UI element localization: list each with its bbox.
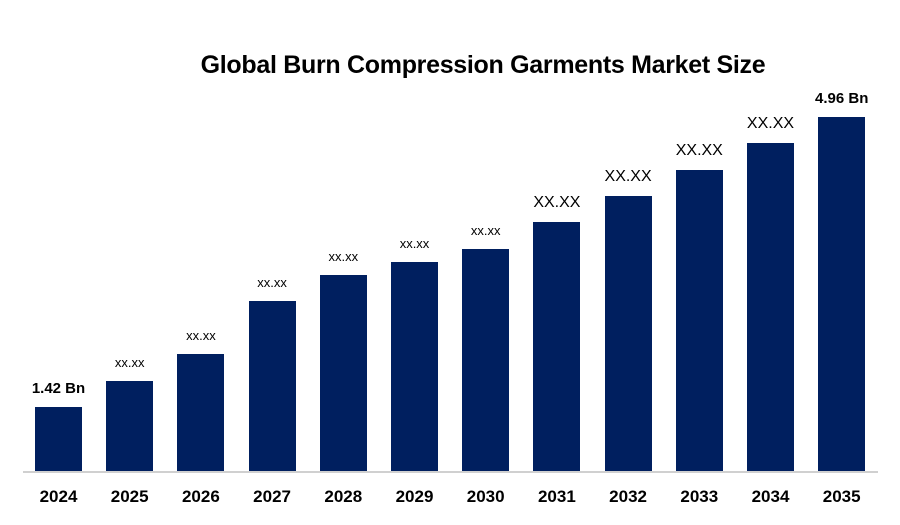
value-label-2026: xx.xx	[186, 328, 216, 343]
value-label-2033: XX.XX	[675, 142, 723, 159]
x-tick-2028: 2028	[324, 487, 363, 506]
value-label-2027: xx.xx	[257, 275, 287, 290]
x-tick-2025: 2025	[110, 487, 149, 506]
x-tick-2027: 2027	[253, 487, 291, 506]
bar-2033	[675, 170, 723, 471]
x-tick-2032: 2032	[609, 487, 647, 506]
bar-2026	[177, 354, 225, 471]
x-tick-2026: 2026	[181, 487, 220, 506]
x-tick-2024: 2024	[39, 487, 78, 506]
x-axis-line	[23, 471, 878, 473]
value-label-2024: 1.42 Bn	[31, 380, 86, 397]
x-tick-2029: 2029	[395, 487, 434, 506]
chart-title: Global Burn Compression Garments Market …	[200, 51, 766, 79]
bar-2025	[106, 381, 154, 471]
bar-2024	[35, 407, 82, 471]
x-tick-2034: 2034	[751, 487, 790, 506]
value-label-2028: xx.xx	[328, 249, 359, 264]
value-label-2032: XX.XX	[604, 168, 652, 185]
value-label-2031: XX.XX	[533, 194, 581, 211]
bar-2028	[319, 275, 367, 471]
bar-2031	[533, 222, 581, 471]
x-tick-2033: 2033	[680, 487, 719, 506]
bar-2027	[248, 301, 296, 471]
bar-2030	[462, 249, 510, 471]
x-tick-2031: 2031	[537, 487, 576, 506]
bar-2032	[604, 196, 652, 471]
value-label-2035: 4.96 Bn	[815, 90, 869, 107]
bar-2034	[747, 143, 794, 471]
x-tick-2030: 2030	[466, 487, 505, 506]
value-label-2025: xx.xx	[114, 355, 145, 370]
value-label-2034: XX.XX	[746, 115, 795, 132]
value-label-2030: xx.xx	[470, 223, 501, 238]
x-tick-2035: 2035	[822, 487, 861, 506]
bar-2029	[391, 262, 438, 471]
value-label-2029: xx.xx	[399, 236, 430, 251]
bar-2035	[818, 117, 866, 471]
